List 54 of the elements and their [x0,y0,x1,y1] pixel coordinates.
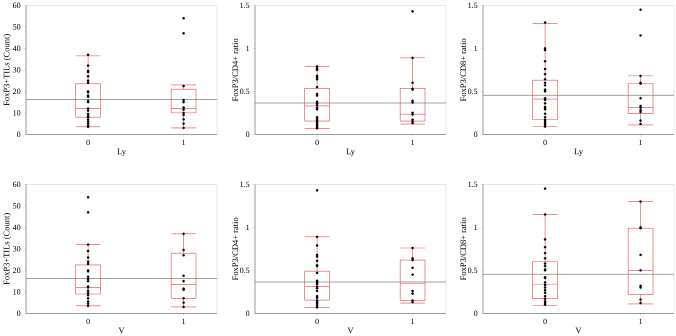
x-axis-title: Ly [346,148,355,156]
y-tick-label: 0 [474,132,478,138]
x-axis-title: Ly [117,148,126,156]
y-tick-label: 0 [246,132,250,138]
y-tick-label: 0 [246,310,250,316]
x-axis-title: V [576,328,582,334]
y-tick-label: 1 [246,224,250,230]
y-axis-title: FoxP3/CD8+ ratio [460,218,466,280]
y-tick-label: 1 [474,46,478,52]
y-axis-title: FoxP3/CD8+ ratio [460,38,466,102]
y-tick-label: 20 [12,268,20,274]
x-tick-label: 1 [411,318,414,324]
y-tick-label: 0.5 [468,268,478,274]
y-tick-label: 1 [474,224,478,230]
y-tick-label: 30 [13,67,20,73]
y-tick-label: 0 [16,310,20,316]
y-tick-label: 60 [12,182,20,188]
y-tick-label: 1.5 [468,2,478,8]
y-tick-label: 40 [12,224,20,230]
y-tick-label: 0.5 [240,268,250,274]
x-tick-label: 1 [411,140,414,146]
y-tick-label: 0.5 [468,88,478,94]
x-tick-label: 1 [639,318,642,324]
y-tick-label: 60 [12,2,20,8]
y-tick-label: 1.5 [468,182,478,188]
y-tick-label: 0 [474,310,478,316]
y-tick-label: 0.5 [240,88,250,94]
x-tick-label: 0 [543,140,547,146]
x-axis-title: V [348,328,354,334]
x-tick-label: 1 [639,140,642,146]
x-tick-label: 0 [315,318,319,324]
x-axis-title: Ly [574,148,583,156]
y-tick-label: 20 [12,88,20,94]
y-tick-label: 10 [13,110,20,116]
y-axis-title: FoxP3/CD4+ ratio [232,218,238,280]
y-tick-label: 40 [12,46,20,52]
y-axis-title: FoxP3+TILs (Count) [3,34,12,106]
x-tick-label: 0 [315,140,319,146]
y-axis-title: FoxP3+TILs (Count) [3,213,12,285]
y-tick-label: 1.5 [240,182,250,188]
x-tick-label: 0 [86,140,90,146]
y-tick-label: 0 [16,132,20,138]
y-tick-label: 30 [13,246,20,252]
y-tick-label: 50 [13,24,20,30]
y-tick-label: 1.5 [240,2,250,8]
y-tick-label: 1 [246,46,250,52]
y-axis-title: FoxP3/CD4+ ratio [232,38,238,102]
x-tick-label: 1 [182,140,186,146]
x-tick-label: 1 [182,318,186,324]
x-axis-title: V [118,328,124,334]
x-tick-label: 0 [86,318,90,324]
y-tick-label: 10 [13,289,20,295]
y-tick-label: 50 [13,203,20,209]
x-tick-label: 0 [543,318,547,324]
